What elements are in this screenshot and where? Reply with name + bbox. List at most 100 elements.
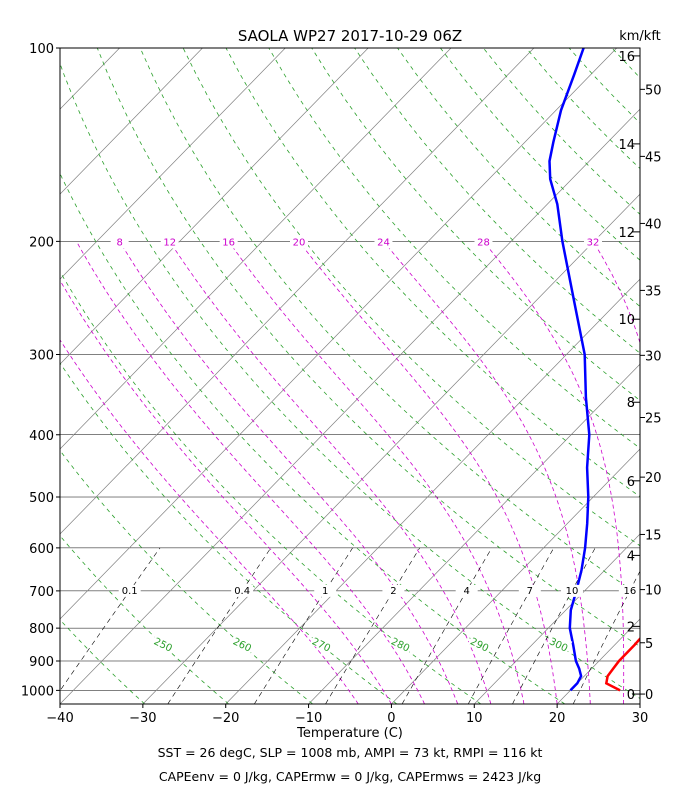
plot-frame [59, 47, 641, 705]
dry-adiabat-line [354, 48, 640, 354]
y-tick-label: 700 [29, 585, 54, 600]
y-tick-label: 200 [29, 235, 54, 250]
mixing-ratio-label: 10 [566, 586, 579, 597]
y-tick-label: 1000 [21, 684, 54, 699]
dry-adiabat-line [96, 48, 640, 648]
label-mask [518, 584, 541, 597]
mixing-ratio-line [401, 547, 493, 704]
moist-adiabat-label: 28 [477, 237, 490, 248]
mixing-ratio-label: 1 [322, 586, 328, 597]
label-mask [110, 236, 129, 249]
kft-tick-label: 45 [645, 150, 662, 165]
label-mask [474, 236, 493, 249]
isotherm-line [639, 703, 640, 704]
moist-adiabat-label: 12 [163, 237, 176, 248]
label-mask [560, 584, 583, 597]
y-tick-label: 900 [29, 655, 54, 670]
kft-tick-label: 0 [645, 688, 653, 703]
x-axis-label: Temperature (C) [296, 726, 403, 741]
km-tick-label: 0 [627, 688, 635, 703]
chart-title: SAOLA WP27 2017-10-29 06Z [238, 27, 462, 45]
y-tick-label: 100 [29, 42, 54, 57]
moist-adiabat-line [169, 241, 492, 704]
mixing-ratio-label: 0.4 [234, 586, 250, 597]
y-tick-label: 800 [29, 622, 54, 637]
moist-adiabat-line [298, 241, 558, 704]
mixing-ratio-line [60, 547, 161, 692]
km-tick-label: 14 [618, 138, 635, 153]
kft-tick-label: 35 [645, 284, 662, 299]
label-mask [289, 236, 308, 249]
moist-adiabat-label: 24 [377, 237, 390, 248]
dry-adiabat-line [60, 702, 61, 704]
kft-tick-label: 40 [645, 217, 662, 232]
moist-adiabat-line [60, 339, 359, 704]
y-tick-label: 400 [29, 429, 54, 444]
label-mask [231, 584, 254, 597]
mixing-ratio-line [325, 547, 420, 704]
label-mask [584, 236, 603, 249]
isotherm-line [60, 48, 452, 450]
isotherm-line [60, 48, 203, 195]
kft-tick-label: 10 [645, 584, 662, 599]
moist-adiabat-label: 8 [116, 237, 122, 248]
temperature-profile-line [604, 636, 640, 692]
y-tick-label: 500 [29, 491, 54, 506]
isotherm-line [391, 448, 640, 704]
mixing-ratio-label: 4 [464, 586, 470, 597]
km-tick-label: 4 [627, 549, 635, 564]
dry-adiabat-line [482, 48, 640, 215]
x-tick-label: 10 [466, 711, 483, 726]
label-mask [118, 584, 141, 597]
dry-adiabat-line [182, 48, 640, 547]
moist-adiabat-label: 16 [222, 237, 235, 248]
moist-adiabat-label: 20 [293, 237, 306, 248]
kft-tick-label: 25 [645, 412, 662, 427]
label-mask [382, 584, 405, 597]
dry-adiabat-line [60, 619, 145, 704]
y-tick-label: 600 [29, 542, 54, 557]
dry-adiabat-line [60, 172, 566, 704]
label-mask [455, 584, 478, 597]
dry-adiabat-line [60, 535, 229, 704]
x-tick-label: −30 [129, 711, 156, 726]
dry-adiabat-line [311, 48, 640, 401]
dry-adiabat-line [139, 48, 640, 597]
label-mask [546, 632, 573, 654]
km-tick-label: 12 [618, 226, 635, 241]
x-tick-label: 0 [387, 711, 395, 726]
mixing-ratio-label: 2 [390, 586, 396, 597]
mixing-ratio-label: 16 [623, 586, 636, 597]
km-tick-label: 8 [627, 396, 635, 411]
x-tick-label: −10 [295, 711, 322, 726]
dry-adiabat-line [60, 362, 398, 704]
mixing-ratio-line [167, 547, 272, 704]
dry-adiabat-line [60, 62, 640, 699]
label-mask [219, 236, 238, 249]
label-mask [467, 632, 494, 654]
dewpoint-profile-line [548, 48, 591, 692]
kft-tick-label: 30 [645, 349, 662, 364]
kft-tick-label: 5 [645, 637, 653, 652]
mixing-ratio-line [512, 547, 596, 704]
mixing-ratio-label: 7 [527, 586, 533, 597]
kft-tick-label: 50 [645, 83, 662, 98]
mixing-ratio-line [254, 547, 353, 704]
km-tick-label: 2 [627, 620, 635, 635]
isotherm-line [60, 48, 535, 535]
km-tick-label: 16 [618, 50, 635, 65]
label-mask [314, 584, 337, 597]
isotherm-line [60, 48, 286, 280]
dry-adiabat-line [268, 48, 640, 449]
isotherm-line [60, 48, 617, 620]
moist-adiabat-label: 32 [587, 237, 600, 248]
isotherm-line [0, 48, 37, 704]
x-tick-label: −40 [46, 711, 73, 726]
label-mask [230, 632, 256, 654]
mixing-ratio-line [467, 547, 555, 704]
label-mask [151, 632, 177, 654]
y-tick-label: 300 [29, 348, 54, 363]
right-axis-label: km/kft [619, 29, 661, 44]
label-mask [618, 584, 641, 597]
